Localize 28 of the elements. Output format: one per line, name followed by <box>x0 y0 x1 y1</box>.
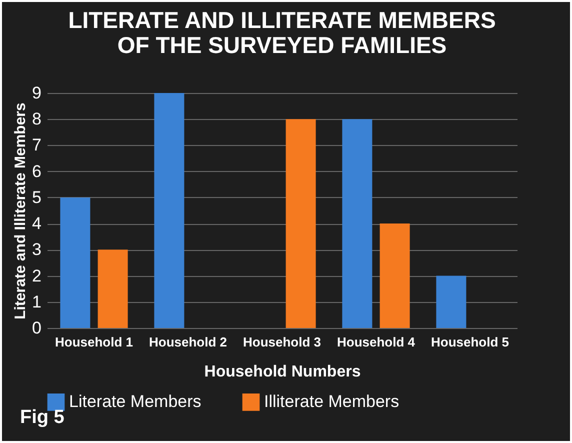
legend-label: Literate Members <box>69 392 202 412</box>
y-tick-label: 9 <box>32 84 42 102</box>
y-tick-label: 3 <box>32 240 42 260</box>
caption: Fig 5 <box>20 407 64 429</box>
bar <box>98 250 128 328</box>
bar <box>154 93 184 328</box>
bar <box>286 119 316 328</box>
x-tick-label: Household 1 <box>54 334 134 350</box>
legend-label: Illiterate Members <box>264 392 400 412</box>
bar <box>380 224 410 328</box>
bar <box>436 276 466 328</box>
bar <box>60 197 90 328</box>
x-tick-label: Household 5 <box>430 334 510 350</box>
y-tick-label: 8 <box>32 110 42 129</box>
y-tick-label: 2 <box>32 266 42 286</box>
y-tick-label: 5 <box>32 188 42 207</box>
y-axis-title: Literate and Illiterate Members <box>12 102 30 320</box>
y-tick-label: 7 <box>32 136 42 155</box>
bar <box>342 119 372 328</box>
y-tick-label: 1 <box>32 292 42 312</box>
y-tick-label: 6 <box>32 162 42 181</box>
y-tick-label: 0 <box>32 318 42 338</box>
x-tick-label: Household 4 <box>336 334 416 350</box>
x-tick-label: Household 3 <box>242 334 322 350</box>
x-axis-title: Household Numbers <box>204 364 361 380</box>
y-tick-label: 4 <box>32 214 42 234</box>
chart-title: LITERATE AND ILLITERATE MEMBERS OF THE SURVEYED FAMILIES <box>68 7 496 58</box>
x-tick-label: Household 2 <box>148 334 228 350</box>
